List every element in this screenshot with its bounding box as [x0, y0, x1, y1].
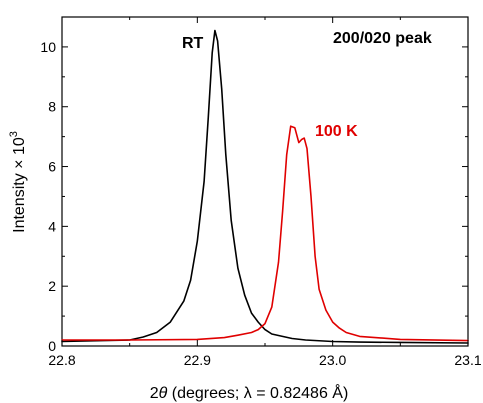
series-line-rt: [61, 29, 469, 344]
series-layer: [61, 29, 469, 344]
y-tick-label: 8: [48, 99, 56, 115]
x-tick-label: 23.0: [319, 352, 346, 368]
annotation-100k: 100 K: [315, 123, 358, 140]
plot-frame: [61, 16, 469, 347]
x-axis-label: 2θ (degrees; λ = 0.82486 Å): [150, 383, 349, 402]
y-axis-label: Intensity × 103: [8, 131, 28, 233]
x-tick-label: 22.9: [184, 352, 211, 368]
y-tick-label: 0: [48, 338, 56, 354]
y-tick-label: 4: [48, 218, 56, 234]
annotation-rt: RT: [182, 35, 204, 52]
y-tick-label: 6: [48, 159, 56, 175]
annotation-peak: 200/020 peak: [333, 30, 432, 47]
y-axis-label-exponent: 3: [8, 131, 20, 137]
x-axis-label-theta: θ: [159, 385, 168, 402]
x-axis-label-rest: (degrees; λ = 0.82486 Å): [167, 383, 348, 402]
x-tick-label: 22.8: [48, 352, 75, 368]
series-line-100k: [61, 125, 469, 342]
y-tick-label: 10: [40, 39, 56, 55]
plot-border: [61, 16, 469, 347]
y-tick-label: 2: [48, 278, 56, 294]
x-axis-label-prefix: 2: [150, 385, 159, 402]
ticks-layer: 22.8 22.9 23.0 23.1 0 2 4 6 8 10: [40, 17, 482, 368]
x-tick-label: 23.1: [454, 352, 481, 368]
y-axis-label-base: Intensity × 10: [11, 137, 28, 233]
